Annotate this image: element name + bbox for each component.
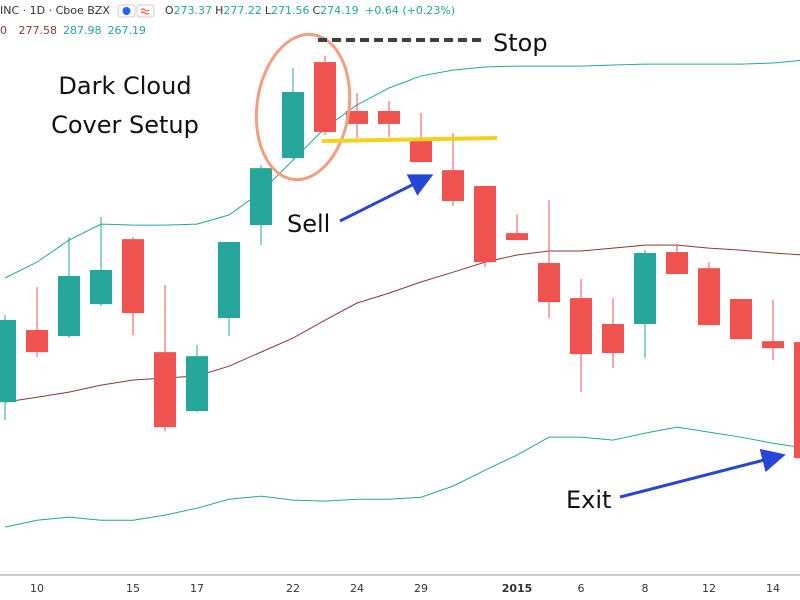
candle-body xyxy=(666,252,688,274)
candle-body xyxy=(698,268,720,326)
x-tick-label: 12 xyxy=(702,582,716,595)
stop-label: Stop xyxy=(493,29,548,57)
x-tick-label: 6 xyxy=(578,582,585,595)
setup-label: Cover Setup xyxy=(51,111,199,139)
candle-body xyxy=(282,92,304,159)
time-axis xyxy=(0,575,800,600)
candle-body xyxy=(730,299,752,340)
ohlc-label: L xyxy=(264,4,271,17)
time-labels: 10 15 17 22 24 29 2015 6 8 12 14 xyxy=(30,582,780,595)
ohlc-value: 274.19 xyxy=(320,4,359,17)
candle-body xyxy=(570,298,592,355)
candle-body xyxy=(410,140,432,163)
candle-body xyxy=(122,239,144,314)
candle-body xyxy=(186,356,208,412)
candle-body xyxy=(250,168,272,226)
x-tick-label: 8 xyxy=(642,582,649,595)
x-tick-label: 2015 xyxy=(502,582,533,595)
ohlc-label: C xyxy=(312,4,321,17)
x-tick-label: 10 xyxy=(30,582,44,595)
indicator-value: 287.98 xyxy=(63,24,102,37)
entry-line xyxy=(321,136,498,143)
candle-body xyxy=(26,330,48,353)
candle-body xyxy=(90,269,112,305)
candle-body xyxy=(154,352,176,428)
candle-body xyxy=(218,242,240,318)
candle-body xyxy=(634,253,656,325)
x-tick-label: 14 xyxy=(766,582,780,595)
indicator-value: 267.19 xyxy=(107,24,147,37)
ohlc-label: H xyxy=(215,4,224,17)
symbol-header: INC · 1D · Cboe BZX O273.37 H277.22 L271.5… xyxy=(0,4,455,18)
exit-arrow xyxy=(619,448,786,499)
band-line xyxy=(4,244,800,403)
x-tick-label: 24 xyxy=(350,582,364,595)
x-tick-label: 17 xyxy=(190,582,204,595)
candle-body xyxy=(378,110,400,124)
band-line xyxy=(4,60,800,279)
candle-body xyxy=(346,110,368,124)
candle-body xyxy=(538,263,560,303)
indicator-values: 277.58 287.98 267.19 xyxy=(19,24,153,37)
x-tick-label: 29 xyxy=(414,582,428,595)
candle-body xyxy=(794,342,800,459)
candle-body xyxy=(474,186,496,263)
indicator-name: 0 xyxy=(0,24,7,37)
ohlc-label: O xyxy=(164,4,174,17)
indicator-value: 277.58 xyxy=(18,24,58,37)
candle-body xyxy=(442,170,464,201)
symbol: INC · 1D · Cboe BZX xyxy=(0,4,110,17)
ohlc-values: O273.37 H277.22 L271.56 C274.19 xyxy=(165,4,362,17)
ohlc-value: 273.37 xyxy=(173,4,213,17)
candle-body xyxy=(602,324,624,354)
x-tick-label: 15 xyxy=(126,582,140,595)
x-tick-label: 22 xyxy=(286,582,300,595)
sell-label: Sell xyxy=(287,210,330,238)
sell-arrow xyxy=(339,174,434,223)
band-line xyxy=(4,426,800,528)
candle-body xyxy=(0,319,16,403)
exit-label: Exit xyxy=(566,486,611,514)
candle-body xyxy=(762,341,784,349)
candle-body xyxy=(506,233,528,241)
change: +0.64 (+0.23%) xyxy=(365,4,456,17)
setup-label: Dark Cloud xyxy=(58,72,191,100)
plot-area xyxy=(0,56,800,528)
indicator-header: 0 277.58 287.98 267.19 xyxy=(0,24,152,37)
candle-body xyxy=(58,276,80,337)
highlight-circle xyxy=(254,32,352,182)
candle-body xyxy=(314,62,336,132)
status-icons xyxy=(117,4,155,18)
ohlc-value: 277.22 xyxy=(223,4,262,17)
ohlc-value: 271.56 xyxy=(270,4,310,17)
